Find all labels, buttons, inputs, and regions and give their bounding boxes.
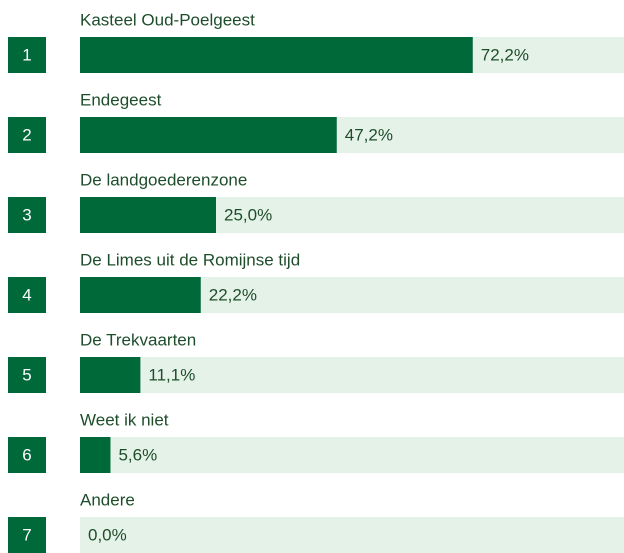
rank-number: 5 <box>22 365 31 384</box>
value-label: 0,0% <box>88 525 127 544</box>
rank-number: 3 <box>22 205 31 224</box>
bar <box>80 37 473 73</box>
bar <box>80 437 111 473</box>
value-label: 72,2% <box>481 45 529 64</box>
category-label: Weet ik niet <box>80 410 169 429</box>
value-label: 22,2% <box>209 285 257 304</box>
category-label: Andere <box>80 490 135 509</box>
rank-box <box>8 517 46 553</box>
category-label: Kasteel Oud-Poelgeest <box>80 10 255 29</box>
value-label: 47,2% <box>345 125 393 144</box>
rank-box <box>8 37 46 73</box>
bar-track <box>80 517 624 553</box>
value-label: 25,0% <box>224 205 272 224</box>
rank-number: 2 <box>22 125 31 144</box>
rank-number: 4 <box>22 285 31 304</box>
rank-number: 1 <box>22 45 31 64</box>
category-label: Endegeest <box>80 90 162 109</box>
rank-box <box>8 197 46 233</box>
bar <box>80 357 141 393</box>
rank-box <box>8 277 46 313</box>
bar-track <box>80 437 624 473</box>
bar <box>80 197 216 233</box>
bar <box>80 117 337 153</box>
rank-box <box>8 117 46 153</box>
rank-number: 6 <box>22 445 31 464</box>
bar <box>80 277 201 313</box>
value-label: 11,1% <box>148 365 195 384</box>
category-label: De Trekvaarten <box>80 330 196 349</box>
rank-box <box>8 437 46 473</box>
value-label: 5,6% <box>118 445 157 464</box>
bar-track <box>80 357 624 393</box>
category-label: De landgoederenzone <box>80 170 247 189</box>
rank-number: 7 <box>22 525 31 544</box>
rank-box <box>8 357 46 393</box>
category-label: De Limes uit de Romijnse tijd <box>80 250 300 269</box>
